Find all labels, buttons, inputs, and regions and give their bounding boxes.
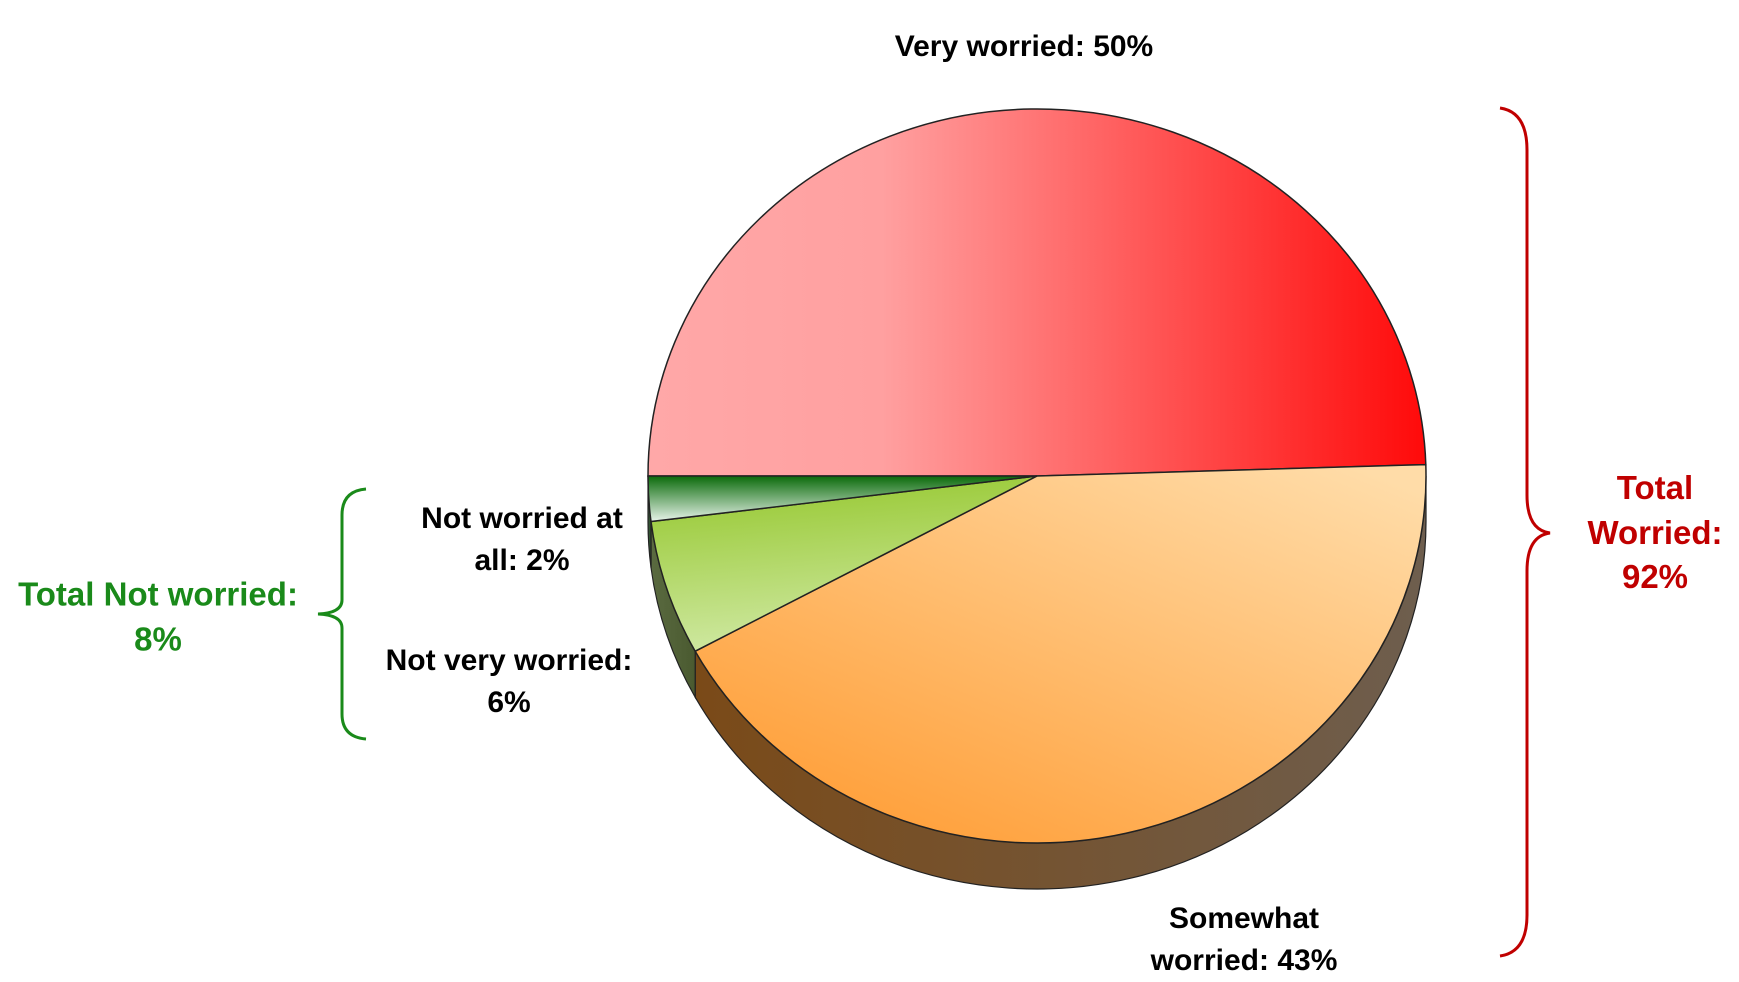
slice-label: Somewhat worried: 43%: [1119, 898, 1369, 982]
slice-label: Not very worried: 6%: [364, 640, 654, 724]
annotation: Total Worried: 92%: [1587, 469, 1723, 596]
slice-label: Not worried at all: 2%: [402, 498, 642, 582]
annotation: Total Not worried: 8%: [18, 575, 298, 657]
slice: [647, 475, 1038, 523]
slice-value: 2%: [526, 544, 570, 577]
slice-name: Not worried at all:: [421, 502, 623, 577]
slice-label: Very worried: 50%: [894, 26, 1154, 68]
slice-name: Very worried:: [894, 30, 1085, 63]
slice-value: 50%: [1093, 30, 1154, 63]
slice-name: Not very worried:: [385, 644, 633, 677]
slice-value: 43%: [1277, 944, 1338, 977]
slice: [694, 463, 1427, 844]
total-not-worried-bracket: [317, 487, 367, 741]
slice: [650, 475, 1038, 653]
total-worried-bracket: [1499, 106, 1551, 958]
pie: [647, 108, 1427, 890]
slice: [647, 108, 1427, 477]
slice-value: 6%: [487, 686, 531, 719]
